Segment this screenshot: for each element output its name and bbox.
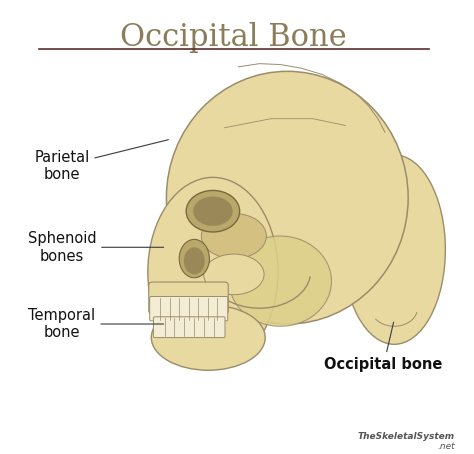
- Ellipse shape: [229, 236, 331, 326]
- FancyBboxPatch shape: [150, 296, 228, 321]
- Ellipse shape: [186, 190, 240, 232]
- Ellipse shape: [343, 155, 446, 344]
- Text: TheSkeletalSystem: TheSkeletalSystem: [357, 432, 455, 441]
- FancyBboxPatch shape: [149, 282, 228, 314]
- Ellipse shape: [204, 254, 264, 295]
- Ellipse shape: [179, 239, 210, 278]
- Text: Occipital Bone: Occipital Bone: [120, 22, 347, 53]
- FancyBboxPatch shape: [154, 317, 225, 338]
- Text: Temporal
bone: Temporal bone: [28, 308, 164, 340]
- Text: .net: .net: [437, 442, 455, 451]
- Ellipse shape: [151, 305, 265, 370]
- Text: Sphenoid
bones: Sphenoid bones: [27, 231, 164, 263]
- Ellipse shape: [148, 178, 278, 367]
- Ellipse shape: [201, 213, 266, 259]
- Ellipse shape: [193, 197, 233, 226]
- Text: Parietal
bone: Parietal bone: [34, 140, 168, 183]
- Ellipse shape: [184, 247, 205, 274]
- Text: Occipital bone: Occipital bone: [325, 322, 443, 372]
- Ellipse shape: [166, 71, 408, 324]
